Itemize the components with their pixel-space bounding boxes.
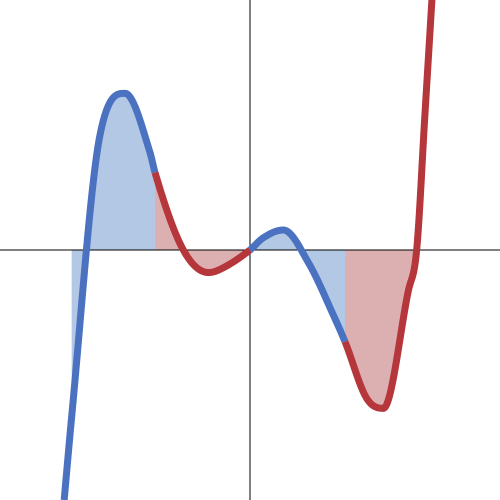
curve-segment-4 — [341, 0, 436, 412]
curve-segment-1 — [60, 89, 159, 500]
curve-segment-3 — [247, 226, 349, 344]
function-curve — [60, 0, 436, 500]
curve-segment-2 — [151, 171, 253, 276]
shaded-region-1 — [71, 93, 155, 417]
shaded-region-4 — [345, 250, 417, 409]
shaded-region-3 — [250, 230, 345, 342]
